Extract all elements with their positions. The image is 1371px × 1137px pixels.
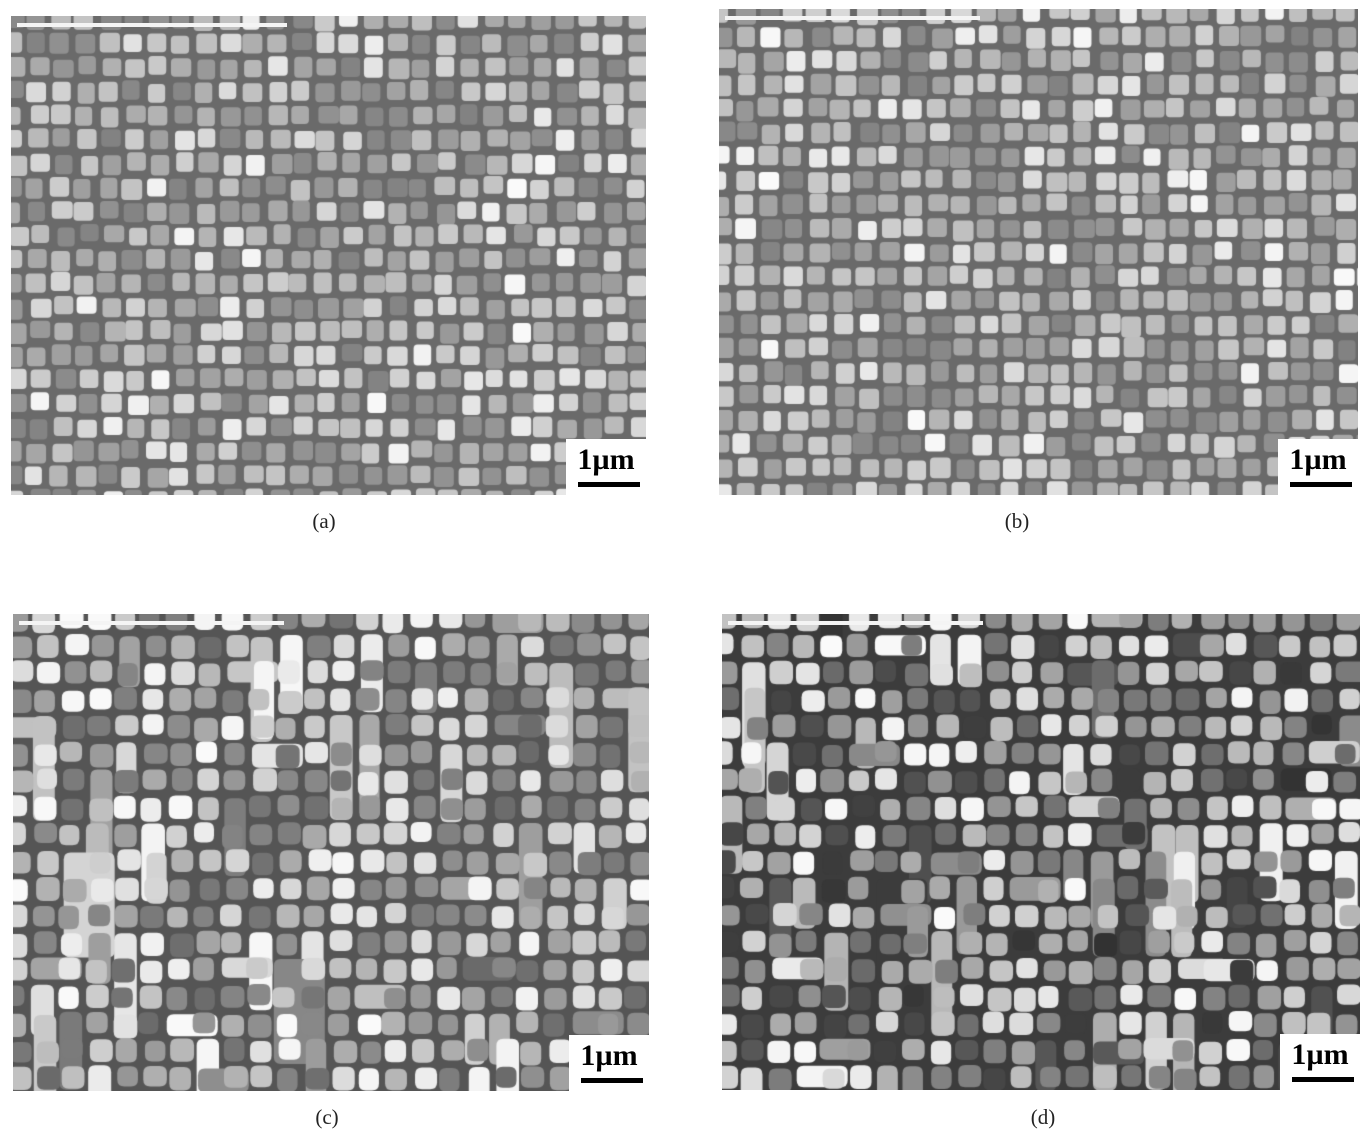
micrograph-image-b [719, 9, 1358, 495]
micrograph-image-a [11, 16, 646, 495]
scale-bar-c: 1µm [569, 1035, 649, 1091]
scale-label-a: 1µm [577, 443, 635, 476]
micrograph-panel-a: 1µm [11, 16, 646, 495]
micrograph-top-marker-a [17, 23, 287, 27]
scale-label-b: 1µm [1289, 443, 1347, 476]
caption-d: (d) [1030, 1105, 1056, 1129]
micrograph-top-marker-c [19, 621, 284, 625]
scale-line-c [581, 1078, 643, 1083]
scale-line-d [1292, 1077, 1354, 1082]
caption-a: (a) [312, 509, 336, 533]
caption-c: (c) [315, 1105, 339, 1129]
micrograph-top-marker-b [725, 16, 980, 20]
micrograph-panel-c: 1µm [13, 614, 649, 1091]
scale-line-b [1290, 482, 1352, 487]
micrograph-panel-b: 1µm [719, 9, 1358, 495]
scale-bar-a: 1µm [566, 439, 646, 495]
scale-bar-d: 1µm [1280, 1034, 1360, 1090]
scale-line-a [578, 482, 640, 487]
caption-b: (b) [1004, 509, 1030, 533]
scale-label-d: 1µm [1291, 1038, 1349, 1071]
micrograph-top-marker-d [728, 621, 983, 625]
scale-label-c: 1µm [580, 1039, 638, 1072]
micrograph-image-d [722, 614, 1360, 1090]
scale-bar-b: 1µm [1278, 439, 1358, 495]
micrograph-image-c [13, 614, 649, 1091]
micrograph-panel-d: 1µm [722, 614, 1360, 1090]
